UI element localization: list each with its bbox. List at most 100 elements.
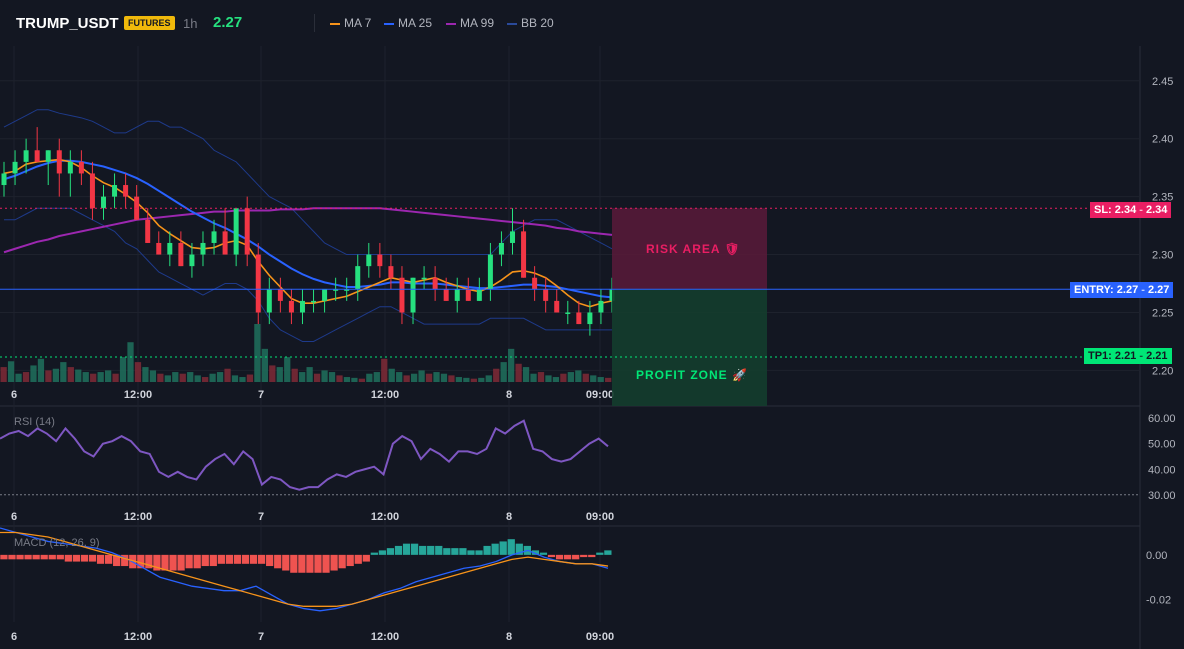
macd-histogram-bar (225, 554, 234, 564)
volume-bar (597, 377, 604, 382)
volume-bar (276, 367, 283, 382)
last-price: 2.27 (213, 14, 243, 31)
symbol-name[interactable]: TRUMP_USDT (16, 15, 119, 32)
macd-histogram-bar (322, 554, 330, 573)
volume-bar (381, 358, 388, 382)
volume-bar (104, 370, 112, 382)
bb-upper-line (3, 109, 613, 256)
volume-bar (605, 377, 612, 382)
macd-histogram-bar (459, 548, 467, 555)
candle-body (112, 185, 118, 197)
macd-histogram-bar (515, 543, 523, 555)
macd-histogram-bar (88, 554, 97, 562)
time-tick-label: 6 (11, 511, 17, 523)
macd-line (0, 527, 609, 612)
volume-bar (410, 373, 418, 382)
candle-body (554, 300, 560, 313)
candle-body (587, 312, 593, 325)
macd-histogram-bar (153, 554, 161, 571)
legend-bb20[interactable]: BB 20 (507, 16, 554, 30)
volume-bar (418, 370, 425, 382)
time-tick-label: 12:00 (371, 631, 399, 643)
legend-ma25[interactable]: MA 25 (384, 16, 432, 30)
volume-bar (537, 372, 545, 382)
volume-bar (396, 372, 403, 382)
volume-bar (7, 361, 15, 382)
macd-histogram-bar (370, 552, 378, 555)
macd-histogram-bar (491, 543, 499, 555)
timeframe-label[interactable]: 1h (183, 16, 198, 31)
entry-tag: ENTRY: 2.27 - 2.27 (1070, 282, 1174, 298)
risk-area-box (612, 208, 767, 290)
candle-body (432, 277, 438, 290)
macd-histogram-bar (0, 554, 8, 560)
risk-area-label: RISK AREA 🛡 (646, 242, 741, 256)
volume-bar (37, 358, 45, 382)
macd-histogram-bar (257, 554, 266, 564)
volume-bar (239, 377, 246, 382)
macd-histogram-bar (96, 554, 105, 564)
candle-body (34, 150, 40, 162)
time-tick-label: 12:00 (124, 631, 152, 643)
candle-body (156, 242, 162, 255)
volume-bar (142, 367, 149, 382)
volume-bar (224, 368, 231, 382)
time-tick-label: 6 (11, 389, 17, 401)
candle-body (56, 150, 62, 174)
tp-label: TP1: 2.21 (1088, 350, 1137, 362)
macd-histogram-bar (290, 554, 298, 573)
profit-zone-box (612, 289, 767, 406)
candle-body (377, 254, 383, 267)
volume-bar (254, 324, 261, 382)
volume-bar (60, 362, 67, 382)
volume-bar (545, 375, 552, 382)
rsi-line (0, 419, 609, 491)
volume-bar (22, 372, 30, 382)
candle-body (465, 289, 471, 301)
legend-ma99[interactable]: MA 99 (446, 16, 494, 30)
candle-body (123, 185, 129, 197)
candle-body (12, 161, 18, 174)
macd-histogram-bar (274, 554, 282, 569)
volume-bar (299, 372, 306, 382)
macd-histogram-bar (161, 554, 169, 571)
bb20-swatch (507, 22, 517, 25)
macd-histogram-bar (104, 554, 113, 564)
legend-ma7[interactable]: MA 7 (330, 16, 371, 30)
macd-histogram-bar (580, 554, 588, 558)
macd-histogram-bar (8, 554, 16, 560)
volume-bar (149, 370, 157, 382)
macd-histogram-bar (547, 554, 556, 558)
volume-bar (112, 373, 119, 382)
candle-body (299, 300, 305, 313)
volume-bar (284, 357, 291, 382)
macd-histogram-bar (201, 554, 209, 567)
sl-label: SL: 2.34 (1094, 204, 1137, 216)
macd-histogram-bar (121, 554, 129, 567)
volume-bar (187, 372, 194, 382)
candle-body (532, 277, 538, 290)
macd-histogram-bar (241, 554, 250, 564)
macd-histogram-bar (354, 554, 362, 564)
candle-body (45, 150, 51, 162)
macd-histogram-bar (330, 554, 338, 571)
time-tick-label: 09:00 (586, 511, 614, 523)
candle-body (399, 277, 405, 313)
macd-histogram-bar (386, 548, 395, 555)
macd-histogram-bar (362, 554, 370, 562)
time-tick-label: 7 (258, 389, 264, 401)
candle-body (67, 161, 73, 174)
time-tick-label: 09:00 (586, 389, 614, 401)
macd-histogram-bar (402, 543, 411, 555)
price-tick-label: 2.20 (1152, 365, 1173, 377)
legend-ma7-label: MA 7 (344, 16, 372, 30)
volume-bar (493, 368, 500, 382)
chart-header: TRUMP_USDT FUTURES 1h 2.27 MA 7 MA 25 MA… (0, 0, 1184, 46)
candle-body (498, 242, 504, 255)
sl-value: 2.34 (1145, 204, 1168, 216)
candle-body (565, 312, 571, 314)
price-tick-label: 2.30 (1152, 250, 1173, 262)
volume-bar (448, 375, 455, 382)
candle-body (255, 254, 261, 313)
